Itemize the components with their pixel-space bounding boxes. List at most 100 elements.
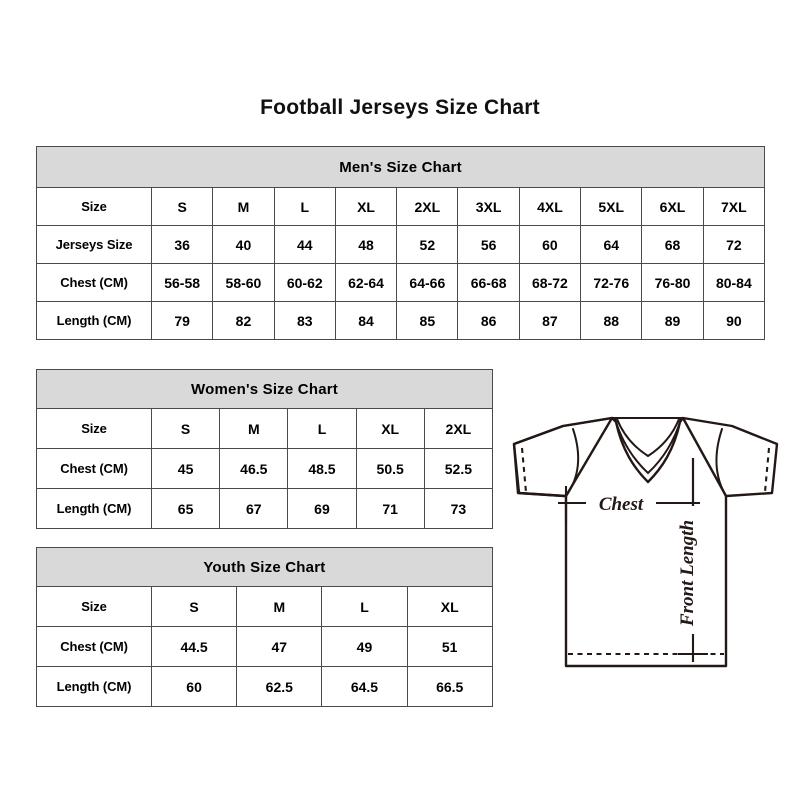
table-cell: 56 xyxy=(457,225,520,264)
table-cell: 40 xyxy=(212,225,275,264)
table-header-row: Size S M L XL xyxy=(36,586,493,627)
womens-row-label-chest: Chest (CM) xyxy=(36,448,152,489)
table-cell: 50.5 xyxy=(355,448,425,489)
mens-size-3xl: 3XL xyxy=(457,187,520,226)
table-cell: 66.5 xyxy=(406,666,493,707)
table-cell: 47 xyxy=(236,626,323,667)
table-cell: 65 xyxy=(150,488,221,529)
table-cell: 82 xyxy=(212,301,275,340)
mens-row-label-length: Length (CM) xyxy=(36,301,152,340)
table-cell: 49 xyxy=(321,626,408,667)
womens-size-xl: XL xyxy=(355,408,425,449)
table-cell: 64 xyxy=(580,225,643,264)
mens-size-s: S xyxy=(150,187,214,226)
jersey-collar-band-inner xyxy=(616,418,680,458)
youth-size-xl: XL xyxy=(406,586,493,627)
table-cell: 86 xyxy=(457,301,520,340)
table-cell: 68 xyxy=(641,225,704,264)
table-cell: 83 xyxy=(273,301,336,340)
table-cell: 58-60 xyxy=(212,263,275,302)
table-cell: 56-58 xyxy=(150,263,214,302)
table-cell: 76-80 xyxy=(641,263,704,302)
mens-row-label-jerseys-size: Jerseys Size xyxy=(36,225,152,264)
table-cell: 62.5 xyxy=(236,666,323,707)
jersey-right-sleeve-hem xyxy=(763,447,771,493)
youth-size-table: Youth Size Chart Size S M L XL Chest (CM… xyxy=(36,547,493,707)
jersey-vneck-outer xyxy=(610,416,685,484)
table-cell: 52 xyxy=(396,225,459,264)
table-cell: 48.5 xyxy=(287,448,357,489)
youth-size-header-label: Size xyxy=(36,586,152,627)
mens-size-l: L xyxy=(273,187,336,226)
table-cell: 72 xyxy=(702,225,766,264)
jersey-torso-outline xyxy=(564,494,728,668)
jersey-left-sleeve xyxy=(512,416,614,498)
youth-table-caption: Youth Size Chart xyxy=(36,547,493,587)
table-cell: 90 xyxy=(702,301,766,340)
table-cell: 52.5 xyxy=(423,448,494,489)
jersey-right-sleeve xyxy=(681,416,779,498)
table-cell: 44.5 xyxy=(150,626,238,667)
table-cell: 64.5 xyxy=(321,666,408,707)
table-row: Jerseys Size 36 40 44 48 52 56 60 64 68 … xyxy=(36,225,766,264)
mens-size-2xl: 2XL xyxy=(396,187,459,226)
jersey-measurement-diagram: Chest Front Length Front Length Chest xyxy=(500,398,790,698)
page-title: Football Jerseys Size Chart xyxy=(260,96,540,119)
table-row: Chest (CM) 45 46.5 48.5 50.5 52.5 xyxy=(36,448,494,489)
table-cell: 73 xyxy=(423,488,494,529)
womens-size-header-label: Size xyxy=(36,408,152,449)
mens-size-5xl: 5XL xyxy=(580,187,643,226)
table-cell: 84 xyxy=(334,301,398,340)
table-row: Chest (CM) 44.5 47 49 51 xyxy=(36,626,493,667)
youth-size-s: S xyxy=(150,586,238,627)
womens-row-label-length: Length (CM) xyxy=(36,488,152,529)
youth-row-label-chest: Chest (CM) xyxy=(36,626,152,667)
table-cell: 45 xyxy=(150,448,221,489)
table-cell: 62-64 xyxy=(334,263,398,302)
front-length-label-backdrop xyxy=(684,506,702,634)
mens-size-header-label: Size xyxy=(36,187,152,226)
table-cell: 36 xyxy=(150,225,214,264)
table-cell: 51 xyxy=(406,626,493,667)
womens-table-caption: Women's Size Chart xyxy=(35,369,494,409)
mens-size-7xl: 7XL xyxy=(702,187,766,226)
womens-size-2xl: 2XL xyxy=(423,408,494,449)
table-row: Chest (CM) 56-58 58-60 60-62 62-64 64-66… xyxy=(36,263,766,302)
womens-size-s: S xyxy=(150,408,221,449)
table-cell: 68-72 xyxy=(518,263,582,302)
table-header-row: Size S M L XL 2XL xyxy=(36,408,494,449)
mens-size-6xl: 6XL xyxy=(641,187,704,226)
table-cell: 64-66 xyxy=(396,263,459,302)
mens-size-xl: XL xyxy=(334,187,398,226)
table-cell: 85 xyxy=(396,301,459,340)
table-cell: 88 xyxy=(580,301,643,340)
table-cell: 46.5 xyxy=(219,448,289,489)
mens-size-table: Men's Size Chart Size S M L XL 2XL 3XL 4… xyxy=(35,146,766,340)
table-cell: 66-68 xyxy=(457,263,520,302)
table-cell: 67 xyxy=(219,488,289,529)
front-length-label-visible: Front Length xyxy=(677,520,698,627)
table-cell: 79 xyxy=(150,301,214,340)
jersey-left-armhole-seam xyxy=(565,428,580,497)
jersey-left-sleeve-hem xyxy=(520,447,528,493)
youth-row-label-length: Length (CM) xyxy=(36,666,152,707)
table-header-row: Size S M L XL 2XL 3XL 4XL 5XL 6XL 7XL xyxy=(36,187,766,226)
jersey-collar-band-outer xyxy=(614,418,682,475)
table-cell: 60 xyxy=(150,666,238,707)
womens-size-table: Women's Size Chart Size S M L XL 2XL Che… xyxy=(35,369,494,529)
table-row: Length (CM) 79 82 83 84 85 86 87 88 89 9… xyxy=(36,301,766,340)
table-cell: 69 xyxy=(287,488,357,529)
mens-table-caption: Men's Size Chart xyxy=(35,146,766,188)
table-row: Length (CM) 65 67 69 71 73 xyxy=(36,488,494,529)
table-cell: 87 xyxy=(518,301,582,340)
mens-size-4xl: 4XL xyxy=(518,187,582,226)
table-cell: 89 xyxy=(641,301,704,340)
womens-size-l: L xyxy=(287,408,357,449)
youth-size-l: L xyxy=(321,586,408,627)
table-cell: 80-84 xyxy=(702,263,766,302)
table-row: Length (CM) 60 62.5 64.5 66.5 xyxy=(36,666,493,707)
mens-row-label-chest: Chest (CM) xyxy=(36,263,152,302)
table-caption-row: Youth Size Chart xyxy=(36,547,493,587)
table-cell: 72-76 xyxy=(580,263,643,302)
table-caption-row: Women's Size Chart xyxy=(35,369,494,409)
